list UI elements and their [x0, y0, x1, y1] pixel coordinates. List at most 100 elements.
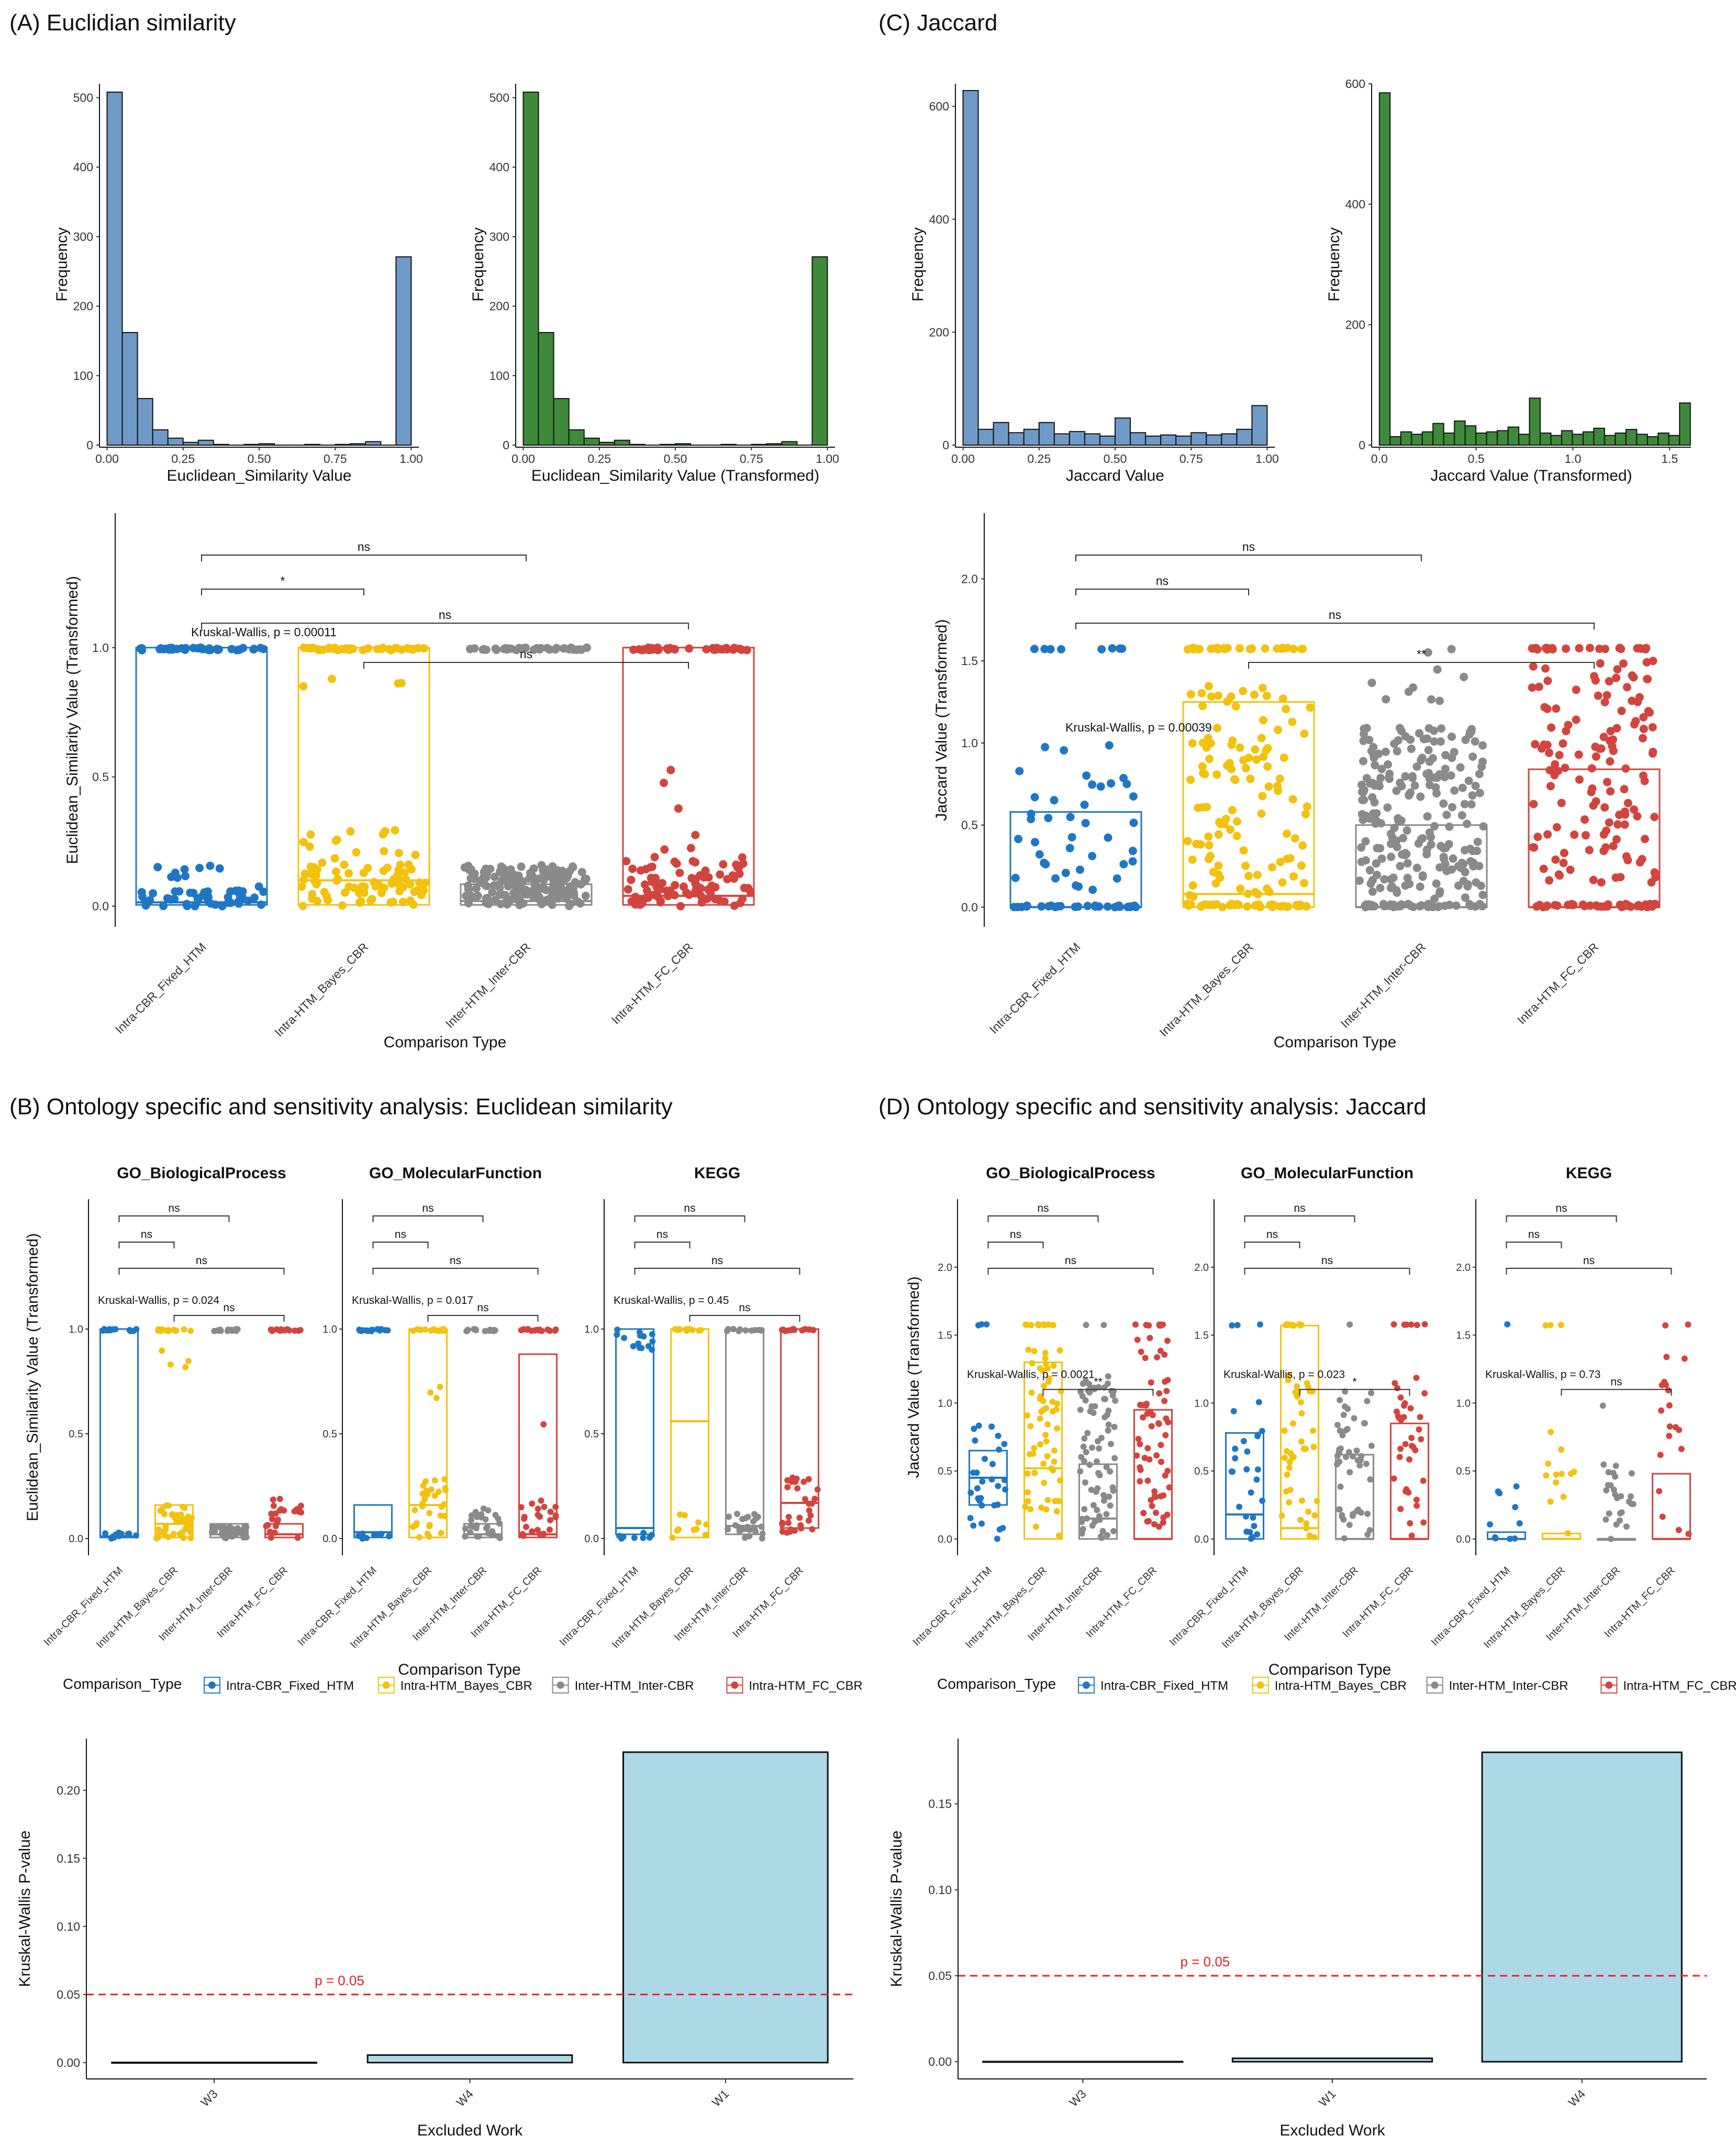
data-point [1192, 839, 1201, 848]
data-point [1096, 782, 1105, 791]
data-point [1002, 1486, 1009, 1493]
x-tick-label: W3 [1066, 2087, 1089, 2109]
data-point [1612, 673, 1621, 682]
data-point [1360, 729, 1368, 738]
data-point [811, 1496, 818, 1502]
data-point [1285, 1377, 1292, 1384]
data-point [313, 897, 321, 905]
data-point [1396, 861, 1405, 870]
data-point [542, 872, 551, 881]
data-point [1607, 1482, 1614, 1489]
data-point [1539, 865, 1548, 873]
reference-label: p = 0.05 [315, 1973, 364, 1988]
data-point [996, 1446, 1003, 1453]
data-point [355, 886, 364, 894]
data-point [561, 890, 570, 899]
data-point [1278, 694, 1287, 703]
data-point [1381, 747, 1390, 756]
data-point [1107, 1441, 1114, 1447]
data-point [441, 1512, 448, 1519]
data-point [1401, 1400, 1408, 1407]
data-point [805, 1476, 812, 1482]
bar [366, 2054, 573, 2064]
data-point [1368, 793, 1377, 802]
data-point [1416, 792, 1425, 801]
data-point [1402, 850, 1411, 859]
hist-bar [1221, 433, 1238, 446]
data-point [1298, 1438, 1305, 1445]
data-point [1575, 775, 1584, 784]
data-point [1439, 799, 1448, 808]
data-point [1160, 1519, 1166, 1526]
data-point [1385, 769, 1394, 778]
data-point [1561, 763, 1570, 772]
comparison-label: ns [1321, 1255, 1333, 1267]
y-tick-label: 0.20 [57, 1784, 80, 1797]
data-point [1609, 735, 1618, 744]
data-point [1162, 1378, 1169, 1385]
data-point [779, 1528, 786, 1535]
data-point [1457, 811, 1466, 820]
data-point [1043, 1438, 1050, 1445]
hist-bar [1084, 433, 1100, 446]
data-point [1050, 796, 1059, 805]
data-point [1165, 1419, 1172, 1425]
hist-bar [1206, 434, 1222, 446]
y-tick-label: 0 [86, 438, 93, 452]
data-point [400, 868, 409, 877]
data-point [552, 1503, 559, 1510]
comparison-label: * [1352, 1376, 1356, 1388]
data-point [1289, 872, 1298, 881]
data-point [724, 1327, 730, 1334]
comparison-label: * [281, 574, 285, 588]
data-point [1612, 1463, 1619, 1469]
data-point [1275, 774, 1284, 783]
data-point [982, 1455, 988, 1462]
y-tick-label: 600 [1345, 77, 1365, 91]
data-point [1428, 902, 1437, 911]
data-point [1077, 1407, 1084, 1413]
data-point [1613, 820, 1622, 829]
data-point [179, 1529, 186, 1535]
data-point [206, 861, 215, 870]
data-point [132, 1532, 139, 1539]
panel-title-a: (A) Euclidian similarity [9, 10, 236, 36]
data-point [421, 1496, 428, 1502]
data-point [205, 644, 214, 653]
data-point [1337, 1397, 1343, 1403]
data-point [238, 887, 247, 896]
data-point [1357, 780, 1366, 789]
data-point [978, 1502, 985, 1509]
y-tick-label: 1.0 [938, 1398, 952, 1409]
data-point [1471, 781, 1480, 790]
data-point [1617, 706, 1626, 715]
data-point [1440, 771, 1449, 780]
data-point [1511, 1535, 1518, 1542]
data-point [1267, 863, 1276, 872]
data-point [1359, 736, 1368, 745]
y-tick-label: 100 [489, 369, 509, 382]
data-point [1390, 1475, 1397, 1482]
data-point [759, 1535, 765, 1542]
data-point [1504, 1321, 1511, 1327]
data-point [1038, 1504, 1044, 1511]
data-point [485, 1507, 492, 1514]
data-point [107, 1327, 114, 1334]
data-point [111, 1534, 118, 1541]
data-point [468, 1523, 474, 1530]
data-point [543, 644, 552, 652]
data-point [1200, 770, 1209, 779]
data-point [1083, 902, 1092, 911]
data-point [170, 1531, 177, 1537]
data-point [1564, 721, 1573, 729]
data-point [338, 901, 347, 910]
data-point [411, 1507, 418, 1513]
data-point [1186, 776, 1195, 784]
data-point [693, 1526, 700, 1533]
x-tick-label: Inter-HTM_Inter-CBR [1338, 940, 1429, 1031]
data-point [370, 878, 379, 887]
x-tick-label: 0.00 [511, 452, 535, 466]
data-point [1130, 901, 1139, 910]
data-point [426, 1533, 432, 1540]
data-point [742, 1515, 749, 1522]
